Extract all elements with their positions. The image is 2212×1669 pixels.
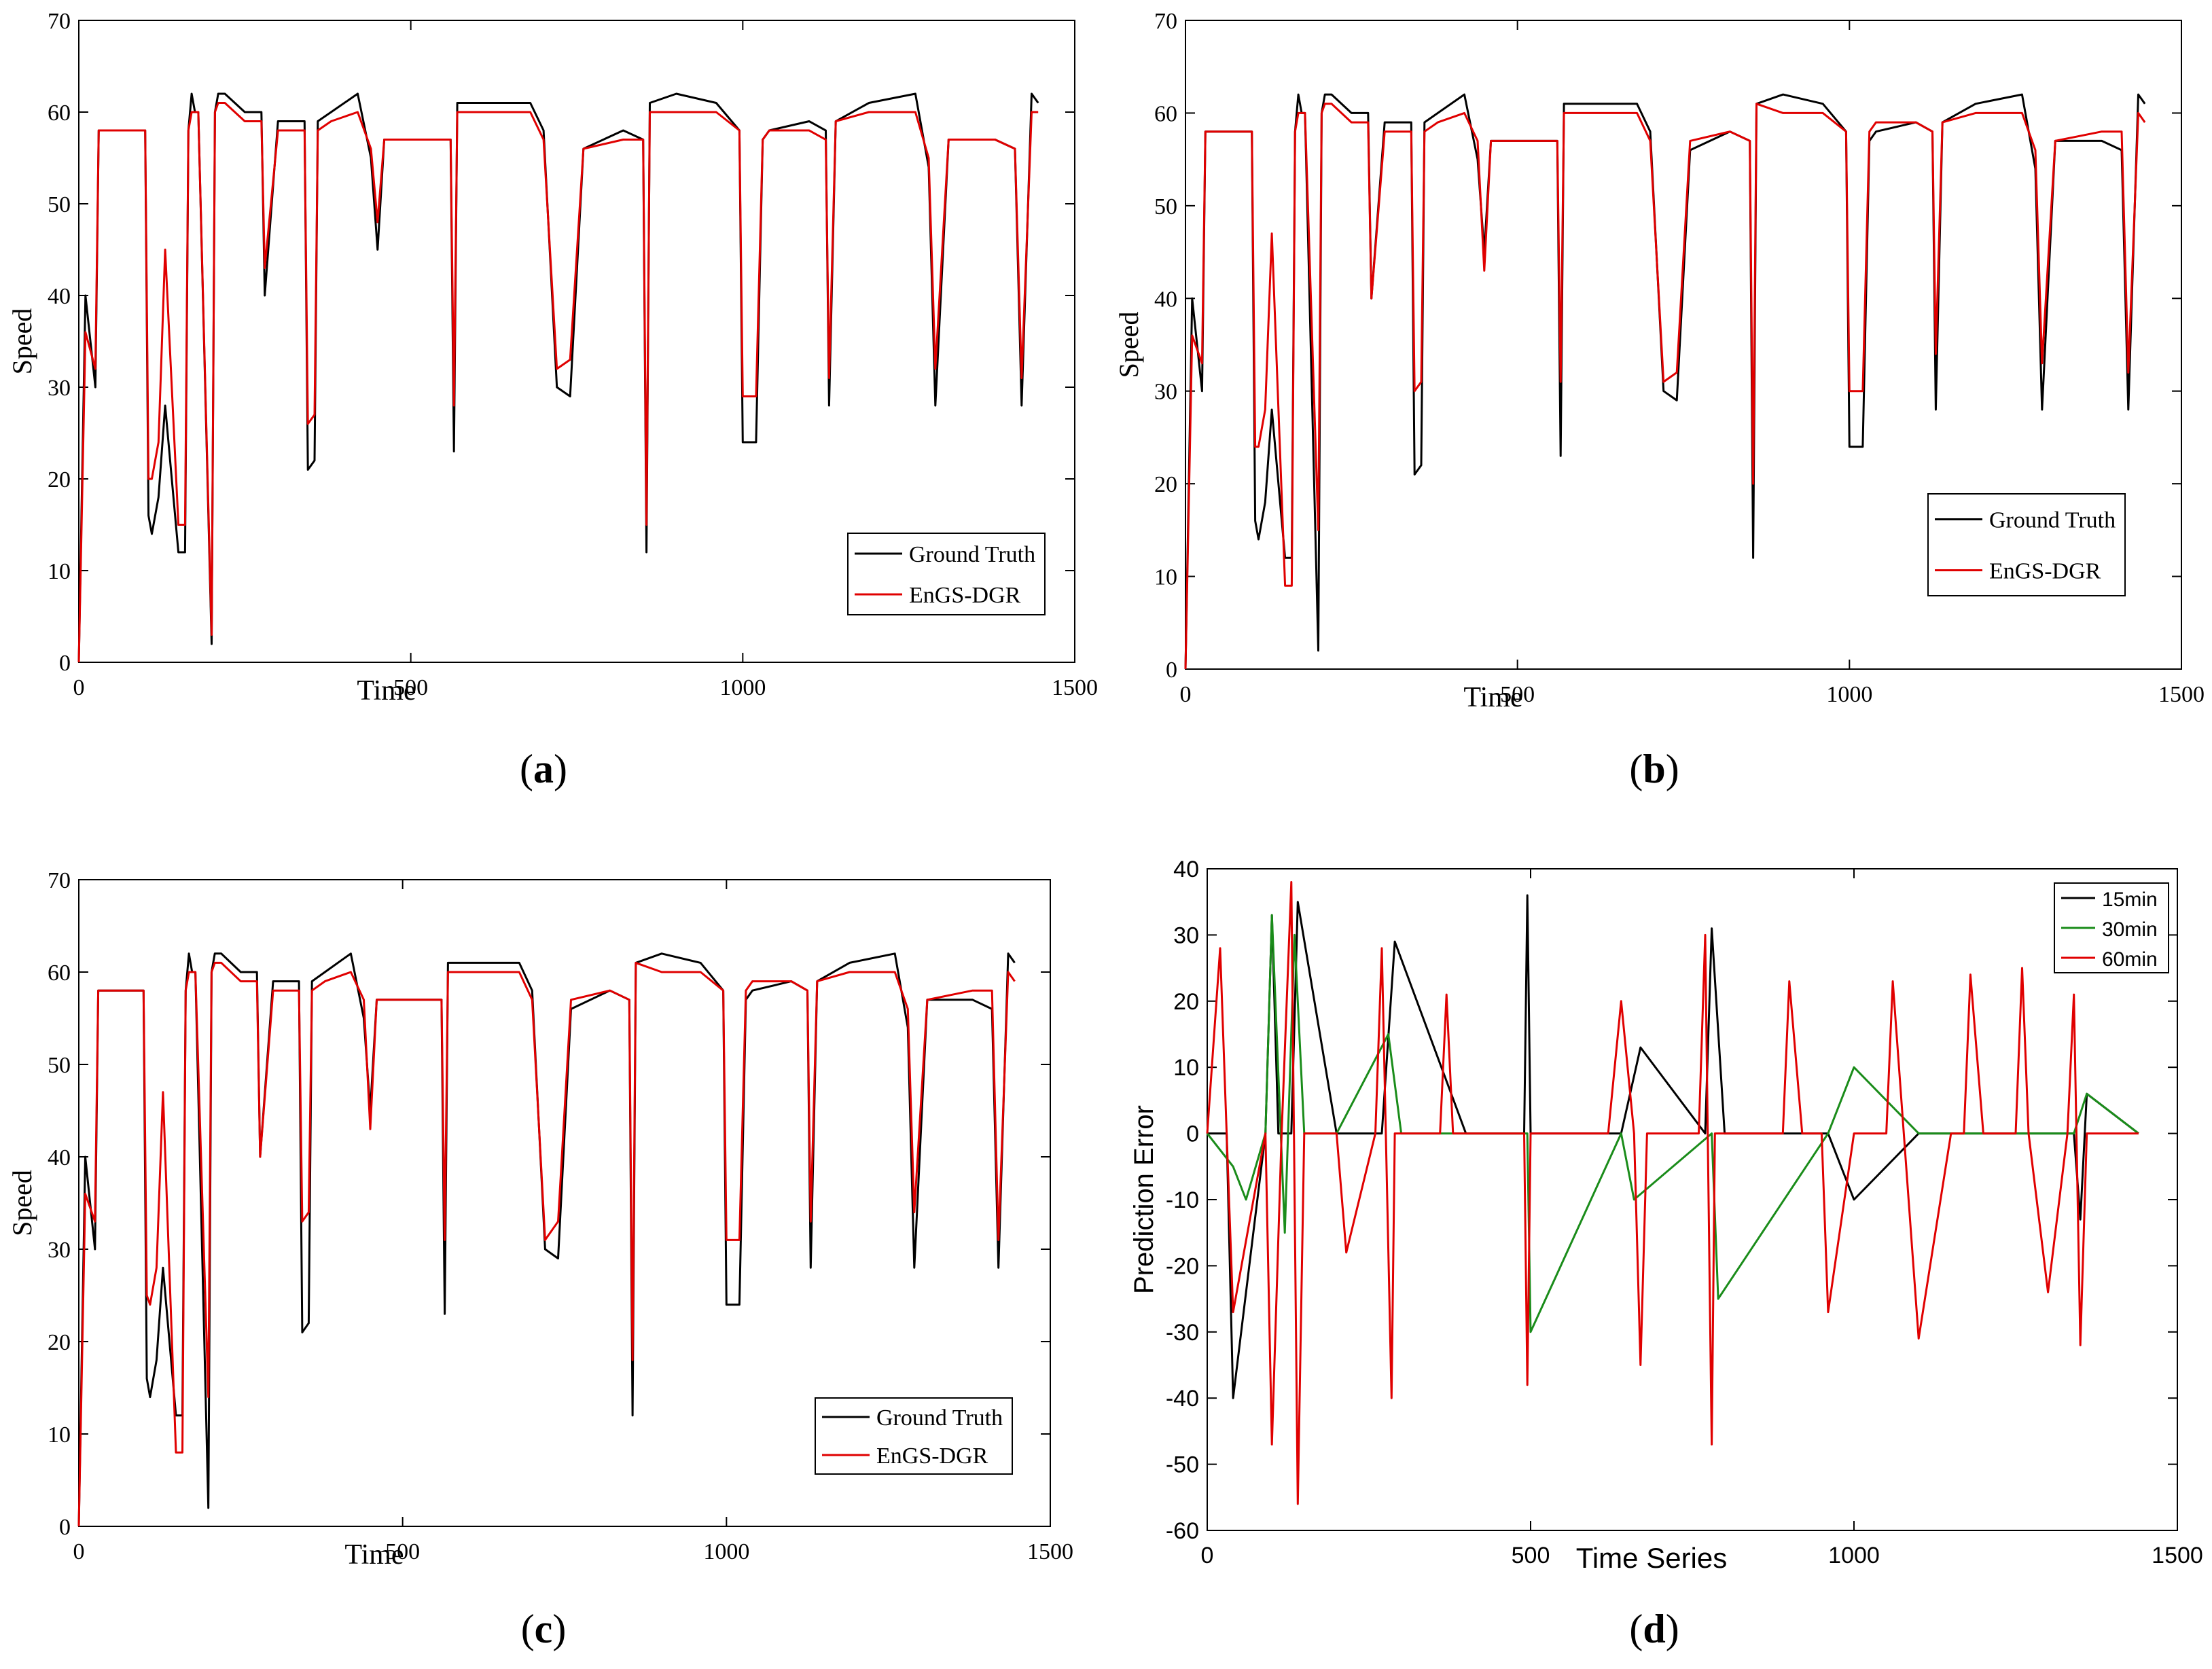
- y-tick-label: 40: [48, 284, 71, 309]
- y-tick-label: -40: [1166, 1386, 1199, 1412]
- y-tick-label: 10: [48, 1422, 71, 1448]
- y-tick-label: 70: [1154, 9, 1177, 34]
- plot-frame: [78, 20, 1075, 663]
- x-tick-label: 1000: [719, 675, 766, 700]
- y-tick-label: -30: [1166, 1320, 1199, 1346]
- y-tick-label: 70: [48, 868, 71, 893]
- y-tick-label: 40: [48, 1145, 71, 1170]
- y-tick-label: -20: [1166, 1253, 1199, 1279]
- y-tick-label: 60: [48, 101, 71, 126]
- y-tick-label: 40: [1154, 287, 1177, 312]
- series-line-30min: [1206, 914, 2139, 1333]
- y-axis-label: Prediction Error: [1129, 1105, 1159, 1294]
- series-line-engs-dgr: [77, 102, 1039, 663]
- legend-label: 30min: [2102, 918, 2158, 941]
- y-axis-label: Speed: [7, 1170, 37, 1236]
- x-tick-label: 1000: [703, 1539, 749, 1564]
- legend-label: Ground Truth: [1989, 508, 2116, 533]
- legend-box: [847, 533, 1046, 615]
- legend: Ground Truth EnGS-DGR: [1927, 493, 2126, 596]
- caption-a: (a): [520, 747, 567, 791]
- y-tick-label: -60: [1166, 1518, 1199, 1544]
- legend-label: Ground Truth: [909, 542, 1035, 567]
- y-axis-label: Speed: [1113, 312, 1144, 378]
- series-line-60min: [1206, 881, 2139, 1505]
- y-tick-label: 50: [48, 192, 71, 217]
- x-tick-label: 0: [1180, 682, 1192, 707]
- y-tick-label: 20: [48, 1330, 71, 1355]
- chart-d: 0 500 1000 1500 -60 -50 -40 -30 -20 -10 0 10 20 30 40 T…: [1129, 857, 2203, 1574]
- legend: Ground Truth EnGS-DGR: [815, 1397, 1013, 1475]
- y-tick-label: 50: [48, 1053, 71, 1078]
- legend-label: 60min: [2102, 948, 2158, 971]
- caption-b: (b): [1629, 747, 1679, 791]
- y-tick-label: 30: [48, 376, 71, 401]
- x-tick-label: 1000: [1828, 1543, 1880, 1568]
- x-tick-label: 0: [73, 675, 85, 700]
- legend: 15min 30min 60min: [2054, 882, 2169, 973]
- y-tick-label: 20: [1154, 472, 1177, 497]
- y-tick-label: 50: [1154, 194, 1177, 219]
- y-tick-label: 10: [48, 559, 71, 584]
- x-tick-label: 500: [393, 675, 428, 700]
- x-tick-label: 500: [1500, 682, 1535, 707]
- x-tick-label: 1500: [2152, 1543, 2203, 1568]
- legend: Ground Truth EnGS-DGR: [847, 533, 1046, 615]
- y-tick-label: 0: [59, 651, 71, 676]
- y-axis-label: Speed: [7, 308, 37, 375]
- legend-box: [815, 1397, 1013, 1475]
- y-tick-label: 30: [1154, 380, 1177, 405]
- y-tick-label: 20: [48, 467, 71, 492]
- y-tick-label: 30: [1173, 922, 1199, 948]
- legend-label: EnGS-DGR: [1989, 559, 2101, 584]
- chart-c: 0 500 1000 1500 0 10 20 30 40 50 60 70 Time Speed Grou…: [7, 868, 1073, 1571]
- x-axis-label: Time: [1463, 682, 1522, 713]
- legend-label: 15min: [2102, 889, 2158, 911]
- series-line-engs-dgr: [77, 961, 1016, 1527]
- y-tick-label: 20: [1173, 989, 1199, 1015]
- series-line-15min: [1207, 894, 2139, 1399]
- legend-box: [1927, 493, 2126, 596]
- x-tick-label: 1500: [1027, 1539, 1073, 1564]
- x-tick-label: 1500: [1052, 675, 1098, 700]
- chart-b: 0 500 1000 1500 0 10 20 30 40 50 60 70 Time Speed Grou…: [1113, 9, 2205, 713]
- y-tick-label: 70: [48, 9, 71, 34]
- x-axis-label: Time: [344, 1539, 404, 1571]
- y-tick-label: -50: [1166, 1452, 1199, 1478]
- y-tick-label: -10: [1166, 1187, 1199, 1213]
- caption-d: (d): [1629, 1607, 1679, 1651]
- y-tick-label: 60: [48, 961, 71, 986]
- x-tick-label: 500: [385, 1539, 420, 1564]
- y-tick-label: 0: [59, 1515, 71, 1540]
- y-tick-label: 60: [1154, 101, 1177, 126]
- x-tick-label: 500: [1512, 1543, 1550, 1568]
- series-line-engs-dgr: [1184, 103, 2146, 670]
- plot-frame: [78, 879, 1051, 1527]
- x-tick-label: 1500: [2158, 682, 2205, 707]
- chart-a: 0 500 1000 1500 0 10 20 30 40 50 60 70 Time Speed Grou…: [7, 9, 1098, 706]
- caption-c: (c): [520, 1607, 567, 1651]
- legend-label: EnGS-DGR: [909, 583, 1021, 608]
- y-tick-label: 0: [1166, 658, 1177, 683]
- plot-frame: [1185, 20, 2182, 670]
- x-axis-label: Time: [357, 675, 416, 706]
- x-axis-label: Time Series: [1576, 1542, 1728, 1574]
- y-tick-label: 10: [1154, 565, 1177, 590]
- legend-label: EnGS-DGR: [876, 1443, 988, 1469]
- y-tick-label: 40: [1173, 857, 1199, 882]
- y-tick-label: 0: [1186, 1121, 1199, 1147]
- y-tick-label: 30: [48, 1238, 71, 1263]
- plot-frame: [1207, 868, 2178, 1531]
- y-tick-label: 10: [1173, 1055, 1199, 1081]
- x-tick-label: 0: [73, 1539, 85, 1564]
- x-tick-label: 0: [1201, 1543, 1214, 1568]
- legend-label: Ground Truth: [876, 1405, 1003, 1431]
- x-tick-label: 1000: [1826, 682, 1872, 707]
